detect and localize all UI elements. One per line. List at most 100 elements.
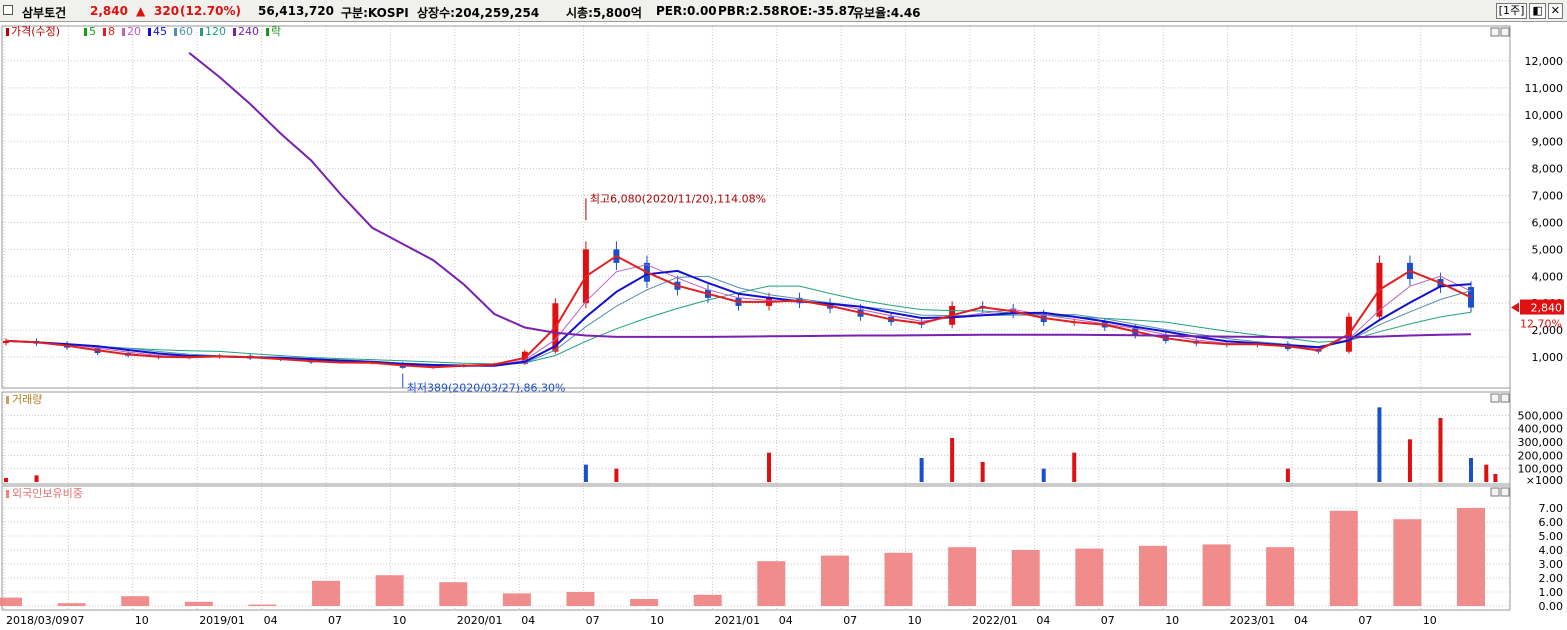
price-series: [3, 241, 1474, 369]
date-tick-label: 07: [843, 614, 857, 627]
pane-restore-icon: [1490, 393, 1500, 403]
price-tick-label: 10,000: [1525, 109, 1564, 122]
volume-bar: [919, 458, 924, 482]
legend-swatch: [103, 28, 106, 36]
price-change-pct: (12.70%): [180, 4, 241, 18]
grid-lines: [2, 26, 1510, 610]
stock-name: 삼부토건: [22, 6, 67, 20]
foreign-tick-label: 3.00: [1539, 558, 1564, 571]
volume-bar: [34, 475, 39, 482]
legend-swatch: [122, 28, 125, 36]
pane-border-1: [1, 391, 1511, 485]
foreign-axis: 0.001.002.003.004.005.006.007.00: [1539, 502, 1564, 613]
annotation-label: 최고6,080(2020/11/20),114.08%: [590, 192, 766, 205]
volume-bar: [1493, 474, 1498, 482]
pane-buttons: [1490, 27, 1510, 497]
reserve-ratio: 유보율:4.46: [853, 6, 921, 20]
legend-swatch: [174, 28, 177, 36]
price-tick-label: 8,000: [1532, 163, 1564, 176]
date-tick-label: 2020/01: [457, 614, 503, 627]
date-tick-label: 10: [392, 614, 406, 627]
volume-tick-label: 500,000: [1518, 409, 1564, 422]
price-tick-label: 4,000: [1532, 270, 1564, 283]
volume-bar: [767, 452, 772, 482]
volume-bar: [1285, 468, 1290, 482]
legend-label: 60: [179, 25, 193, 38]
price-tick-label: 2,000: [1532, 324, 1564, 337]
foreign-ratio-bar: [948, 547, 977, 606]
foreign-tick-label: 1.00: [1539, 586, 1564, 599]
close-icon[interactable]: ✕: [1547, 3, 1563, 19]
chart-area[interactable]: 가격(수정) 5 8 20 45 60 120 240 락 거래량 외국인보유비중 최고6,08…: [0, 22, 1567, 630]
date-tick-label: 07: [328, 614, 342, 627]
date-axis: 2018/03/09 07 10 2019/01 04 07 10 2020/01 04 07 10…: [6, 614, 1437, 627]
up-arrow-icon: ▲: [136, 4, 146, 18]
ma20-line: [5, 264, 1472, 368]
price-axis: 1,0002,0003,0004,0005,0006,0007,0008,000…: [1525, 55, 1564, 364]
foreign-ratio-bar: [1266, 547, 1295, 606]
restore-icon[interactable]: ◧: [1529, 3, 1546, 19]
last-change-label: 12.70%: [1520, 318, 1562, 331]
market-type: 구분:KOSPI: [341, 6, 409, 20]
volume-bar: [1438, 418, 1443, 482]
legend-label: 120: [205, 25, 226, 38]
annotations: 최고6,080(2020/11/20),114.08% 최저389(2020/03…: [402, 192, 766, 395]
date-tick-label: 2023/01: [1230, 614, 1276, 627]
foreign-ratio-bar: [1138, 545, 1167, 606]
volume-bar: [980, 462, 985, 482]
legend-swatch: [200, 28, 203, 36]
legend-swatch: [233, 28, 236, 36]
price-tick-label: 7,000: [1532, 190, 1564, 203]
trade-volume: 56,413,720: [258, 4, 334, 18]
pane-close-icon: [1500, 487, 1510, 497]
date-tick-label: 2019/01: [199, 614, 245, 627]
legend-label: 락: [271, 25, 281, 38]
legend-label: 20: [127, 25, 141, 38]
foreign-tick-label: 2.00: [1539, 572, 1564, 585]
foreign-legend: 외국인보유비중: [6, 487, 83, 500]
price-tick-label: 11,000: [1525, 82, 1564, 95]
volume-tick-label: 200,000: [1518, 449, 1564, 462]
period-button[interactable]: [1주]: [1495, 3, 1528, 19]
date-tick-label: 07: [586, 614, 600, 627]
date-tick-label: 10: [908, 614, 922, 627]
legend-label: 5: [89, 25, 96, 38]
foreign-ratio-bar: [0, 597, 22, 606]
date-tick-label: 07: [70, 614, 84, 627]
foreign-legend-swatch: [6, 490, 9, 498]
last-price-marker: 2,840 12.70%: [1511, 299, 1564, 331]
annotation-label: 최저389(2020/03/27),86.30%: [407, 382, 566, 395]
foreign-ratio-bar: [1329, 510, 1358, 606]
foreign-tick-label: 5.00: [1539, 530, 1564, 543]
ma240-line: [188, 52, 1472, 339]
pane-border-0: [1, 25, 1511, 389]
date-tick-label: 2021/01: [714, 614, 760, 627]
select-checkbox[interactable]: [3, 5, 13, 15]
volume-tick-label: 300,000: [1518, 436, 1564, 449]
price-tick-label: 1,000: [1532, 351, 1564, 364]
legend-swatch: [84, 28, 87, 36]
volume-bar: [1484, 464, 1489, 482]
foreign-ratio-bar: [566, 592, 595, 606]
pbr-value: PBR:2.58: [718, 4, 780, 18]
date-tick-label: 07: [1358, 614, 1372, 627]
volume-bar: [1377, 407, 1382, 482]
foreign-ratio-bar: [1393, 519, 1422, 606]
candle-body: [1468, 287, 1474, 308]
date-tick-label: 2022/01: [972, 614, 1018, 627]
foreign-ratio-bar: [312, 580, 341, 606]
roe-value: ROE:-35.87: [780, 4, 856, 18]
volume-tick-label: 100,000: [1518, 463, 1564, 476]
price-tick-label: 9,000: [1532, 136, 1564, 149]
volume-bar: [1041, 468, 1046, 482]
volume-bar: [1072, 452, 1077, 482]
candle-body: [3, 340, 9, 344]
date-tick-label: 10: [1165, 614, 1179, 627]
foreign-tick-label: 7.00: [1539, 502, 1564, 515]
foreign-tick-label: 4.00: [1539, 544, 1564, 557]
legend-label: 가격(수정): [11, 25, 60, 38]
foreign-ratio-bar: [121, 596, 150, 606]
foreign-ratio-bar: [57, 603, 86, 606]
foreign-ratio-bar: [884, 552, 913, 606]
